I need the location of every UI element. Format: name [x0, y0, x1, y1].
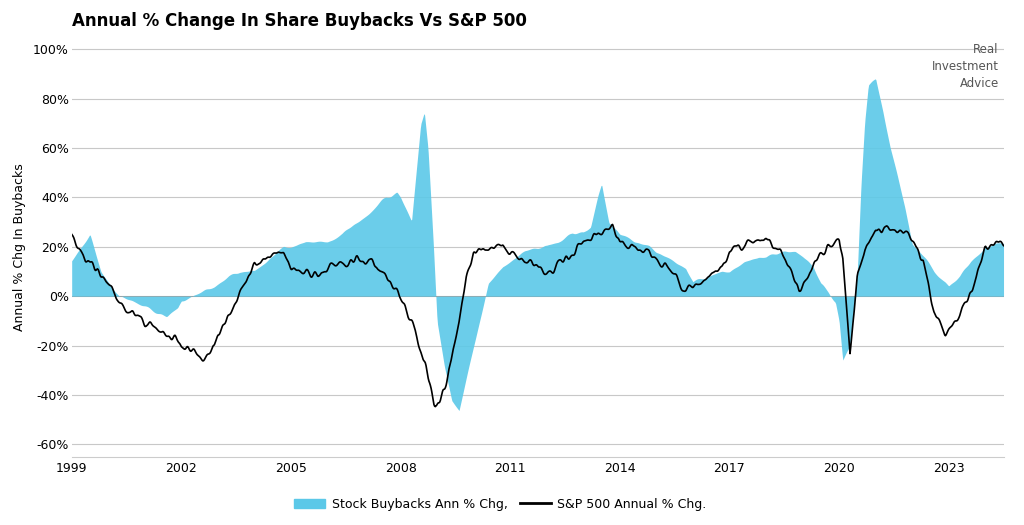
Y-axis label: Annual % Chg In Buybacks: Annual % Chg In Buybacks: [13, 163, 26, 331]
Text: Annual % Change In Share Buybacks Vs S&P 500: Annual % Change In Share Buybacks Vs S&P…: [72, 12, 526, 29]
Legend: Stock Buybacks Ann % Chg,, S&P 500 Annual % Chg.: Stock Buybacks Ann % Chg,, S&P 500 Annua…: [289, 492, 712, 516]
Text: Real
Investment
Advice: Real Investment Advice: [932, 43, 998, 90]
